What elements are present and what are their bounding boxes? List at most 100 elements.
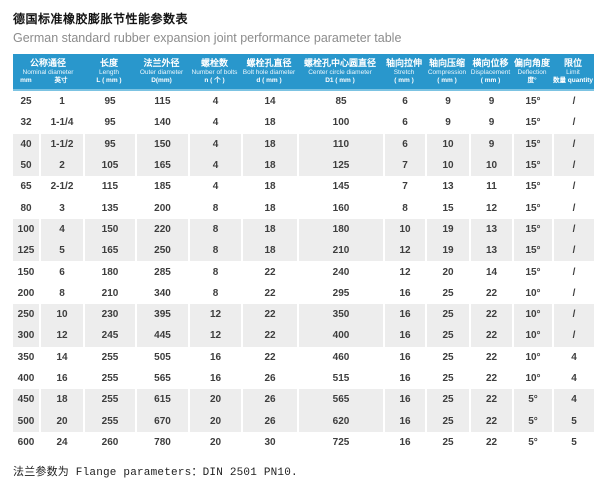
table-cell: 4 bbox=[188, 112, 241, 134]
table-row: 600 24 260 780 20 30 725 16 25 22 5° 5 bbox=[13, 431, 594, 454]
table-cell: 22 bbox=[469, 325, 512, 347]
table-cell: 22 bbox=[469, 431, 512, 454]
table-cell: 200 bbox=[17, 287, 35, 299]
table-cell: 80 bbox=[20, 202, 32, 214]
table-cell: 25 bbox=[425, 346, 469, 368]
table-cell: 400 bbox=[297, 325, 383, 347]
table-cell: 16 bbox=[188, 367, 241, 390]
table-cell: 95 bbox=[83, 112, 135, 134]
table-row: 400 16 255 565 16 26 515 16 25 22 10° 4 bbox=[13, 367, 594, 390]
table-cell: 115 bbox=[83, 176, 135, 198]
table-cell: 22 bbox=[469, 303, 512, 326]
table-cell: 9 bbox=[469, 91, 512, 113]
table-cell: 245 bbox=[83, 325, 135, 347]
table-cell: 7 bbox=[383, 154, 425, 177]
table-cell: 4 bbox=[188, 91, 241, 113]
parameter-table: 公称通径 Nominal diameter mm 英寸 长度 Length L (… bbox=[13, 54, 594, 454]
table-cell: 15° bbox=[512, 112, 552, 134]
table-cell: 25 bbox=[425, 325, 469, 347]
table-cell: 620 bbox=[297, 410, 383, 432]
table-cell: 10 bbox=[425, 133, 469, 155]
table-cell: 565 bbox=[297, 389, 383, 411]
table-cell: 16 bbox=[383, 410, 425, 432]
table-cell: 22 bbox=[469, 389, 512, 411]
table-cell: 165 bbox=[135, 154, 188, 177]
table-cell: 150 bbox=[17, 266, 35, 278]
table-cell: 32 bbox=[20, 117, 32, 129]
table-cell: 19 bbox=[425, 240, 469, 262]
header-center-circle-diameter: 螺栓孔中心圆直径 Center circle diameter D1 ( mm … bbox=[297, 54, 383, 91]
table-cell: 255 bbox=[83, 367, 135, 390]
table-cell: 8 bbox=[188, 261, 241, 283]
table-cell: 9 bbox=[425, 112, 469, 134]
table-cell: 4 bbox=[188, 176, 241, 198]
table-cell: 20 bbox=[188, 410, 241, 432]
table-cell: 180 bbox=[83, 261, 135, 283]
table-cell: 15° bbox=[512, 176, 552, 198]
table-cell: / bbox=[552, 282, 594, 304]
table-cell: 340 bbox=[135, 282, 188, 304]
table-cell: 15° bbox=[512, 218, 552, 241]
table-cell: 4 bbox=[188, 133, 241, 155]
table-cell: 1-1/2 bbox=[39, 133, 83, 155]
table-cell: 600 bbox=[17, 436, 35, 448]
table-cell: 10 bbox=[39, 303, 83, 326]
table-cell: 12 bbox=[469, 197, 512, 219]
table-cell: 20 bbox=[425, 261, 469, 283]
table-cell: 11 bbox=[469, 176, 512, 198]
table-cell: 3 bbox=[39, 197, 83, 219]
table-cell: 18 bbox=[39, 389, 83, 411]
table-cell: 565 bbox=[135, 367, 188, 390]
table-cell: 16 bbox=[383, 282, 425, 304]
table-cell: 16 bbox=[188, 346, 241, 368]
table-cell: 160 bbox=[297, 197, 383, 219]
table-cell: / bbox=[552, 154, 594, 177]
table-cell: 5° bbox=[512, 431, 552, 454]
table-cell: 25 bbox=[425, 367, 469, 390]
table-cell: / bbox=[552, 112, 594, 134]
table-cell: 9 bbox=[469, 112, 512, 134]
table-cell: 135 bbox=[83, 197, 135, 219]
table-cell: 10 bbox=[469, 154, 512, 177]
table-cell: 20 bbox=[188, 389, 241, 411]
header-bolt-count: 螺栓数 Number of bolts n ( 个 ) bbox=[188, 54, 241, 91]
table-cell: 4 bbox=[188, 154, 241, 177]
table-row: 40 1-1/2 95 150 4 18 110 6 10 9 15° / bbox=[13, 133, 594, 155]
header-displacement: 横向位移 Displacement ( mm ) bbox=[469, 54, 512, 91]
table-cell: 8 bbox=[39, 282, 83, 304]
table-cell: 1 bbox=[39, 91, 83, 113]
table-cell: 15° bbox=[512, 133, 552, 155]
table-cell: 15° bbox=[512, 154, 552, 177]
table-cell: 13 bbox=[469, 218, 512, 241]
header-limit: 限位 Limit 数量 quantity bbox=[552, 54, 594, 91]
table-cell: 8 bbox=[188, 218, 241, 241]
table-cell: 10° bbox=[512, 325, 552, 347]
table-cell: 450 bbox=[13, 389, 39, 411]
table-row: 250 10 230 395 12 22 350 16 25 22 10° / bbox=[13, 303, 594, 326]
footer-note: 法兰参数为 Flange parameters：DIN 2501 PN10. bbox=[13, 467, 298, 479]
table-cell: 255 bbox=[83, 346, 135, 368]
table-cell: 8 bbox=[383, 197, 425, 219]
table-cell: 22 bbox=[241, 325, 297, 347]
table-cell: 22 bbox=[469, 346, 512, 368]
table-cell: 350 bbox=[17, 351, 35, 363]
table-cell: 140 bbox=[135, 112, 188, 134]
table-cell: 15° bbox=[512, 261, 552, 283]
table-cell: 220 bbox=[135, 218, 188, 241]
table-cell: / bbox=[552, 240, 594, 262]
table-cell: 20 bbox=[188, 431, 241, 454]
table-cell: 395 bbox=[135, 303, 188, 326]
table-cell: 12 bbox=[383, 261, 425, 283]
table-cell: 15° bbox=[512, 240, 552, 262]
header-stretch: 轴向拉伸 Stretch ( mm ) bbox=[383, 54, 425, 91]
table-cell: 255 bbox=[83, 410, 135, 432]
table-row: 100 4 150 220 8 18 180 10 19 13 15° / bbox=[13, 218, 594, 241]
header-en-label: Nominal diameter bbox=[22, 69, 74, 76]
table-cell: 12 bbox=[39, 325, 83, 347]
table-cell: / bbox=[552, 261, 594, 283]
table-cell: 22 bbox=[469, 410, 512, 432]
table-cell: 180 bbox=[297, 218, 383, 241]
table-cell: 5 bbox=[552, 431, 594, 454]
table-cell: 115 bbox=[135, 91, 188, 113]
